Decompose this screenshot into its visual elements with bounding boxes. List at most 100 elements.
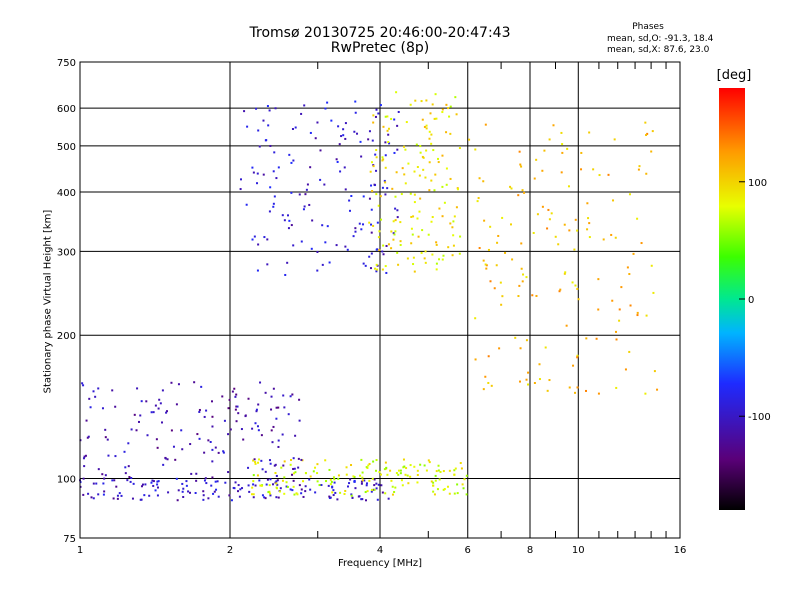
echo-point — [291, 393, 294, 396]
echo-point — [548, 138, 551, 141]
y-tick-label: 750 — [57, 58, 76, 69]
echo-point — [291, 128, 294, 131]
echo-point — [344, 122, 347, 125]
echo-point — [456, 483, 459, 486]
echo-point — [354, 230, 357, 233]
echo-point — [392, 220, 395, 223]
echo-point — [544, 346, 547, 349]
echo-point — [381, 156, 384, 159]
echo-point — [644, 392, 647, 395]
echo-point — [298, 193, 301, 196]
echo-point — [384, 461, 387, 464]
echo-point — [337, 125, 340, 128]
echo-point — [157, 407, 160, 410]
echo-point — [424, 261, 427, 264]
echo-point — [260, 434, 263, 437]
echo-point — [375, 487, 378, 490]
echo-point — [565, 324, 568, 327]
echo-point — [389, 469, 392, 472]
echo-point — [230, 499, 233, 502]
echo-point — [367, 464, 370, 467]
echo-point — [595, 337, 598, 340]
echo-point — [256, 474, 259, 477]
y-tick-label: 600 — [57, 104, 76, 115]
echo-point — [274, 471, 277, 474]
echo-point — [523, 191, 526, 194]
echo-point — [274, 107, 277, 110]
echo-point — [416, 481, 419, 484]
echo-point — [254, 462, 257, 465]
echo-point — [135, 429, 138, 432]
echo-point — [637, 168, 640, 171]
echo-point — [416, 217, 419, 220]
echo-point — [360, 155, 363, 158]
echo-point — [263, 496, 266, 499]
echo-point — [202, 494, 205, 497]
echo-point — [359, 140, 362, 143]
echo-point — [482, 388, 485, 391]
echo-point — [303, 205, 306, 208]
echo-point — [295, 492, 298, 495]
echo-point — [520, 165, 523, 168]
echo-point — [424, 176, 427, 179]
echo-point — [370, 252, 373, 255]
echo-point — [234, 395, 237, 398]
echo-point — [361, 479, 364, 482]
echo-point — [384, 492, 387, 495]
echo-point — [423, 464, 426, 467]
echo-point — [478, 177, 481, 180]
echo-point — [209, 440, 212, 443]
echo-point — [293, 493, 296, 496]
echo-point — [140, 400, 143, 403]
echo-point — [536, 213, 539, 216]
echo-point — [342, 128, 345, 131]
echo-point — [407, 162, 410, 165]
echo-point — [412, 256, 415, 259]
echo-point — [434, 173, 437, 176]
echo-point — [522, 273, 525, 276]
echo-point — [405, 121, 408, 124]
echo-point — [200, 385, 203, 388]
echo-point — [442, 254, 445, 257]
echo-point — [399, 221, 402, 224]
echo-point — [316, 463, 319, 466]
echo-point — [203, 415, 206, 418]
echo-point — [165, 410, 168, 413]
echo-point — [216, 480, 219, 483]
echo-point — [156, 494, 159, 497]
echo-point — [561, 151, 564, 154]
echo-point — [156, 446, 159, 449]
echo-point — [352, 475, 355, 478]
echo-point — [267, 491, 270, 494]
echo-point — [613, 138, 616, 141]
echo-point — [274, 463, 277, 466]
echo-point — [580, 151, 583, 154]
echo-point — [270, 408, 273, 411]
echo-point — [161, 421, 164, 424]
echo-point — [436, 157, 439, 160]
echo-point — [281, 433, 284, 436]
echo-point — [132, 482, 135, 485]
echo-point — [525, 276, 528, 279]
echo-point — [263, 236, 266, 239]
echo-point — [283, 460, 286, 463]
echo-point — [120, 494, 123, 497]
echo-point — [441, 111, 444, 114]
echo-point — [150, 411, 153, 414]
echo-point — [586, 202, 589, 205]
echo-point — [152, 411, 155, 414]
echo-point — [265, 483, 268, 486]
echo-point — [286, 485, 289, 488]
echo-point — [415, 143, 418, 146]
echo-point — [268, 492, 271, 495]
echo-point — [435, 262, 438, 265]
echo-point — [269, 494, 272, 497]
echo-point — [277, 166, 280, 169]
echo-point — [618, 319, 621, 322]
echo-point — [290, 161, 293, 164]
echo-point — [615, 330, 618, 333]
echo-point — [364, 491, 367, 494]
echo-point — [319, 178, 322, 181]
echo-point — [418, 174, 421, 177]
echo-point — [283, 219, 286, 222]
